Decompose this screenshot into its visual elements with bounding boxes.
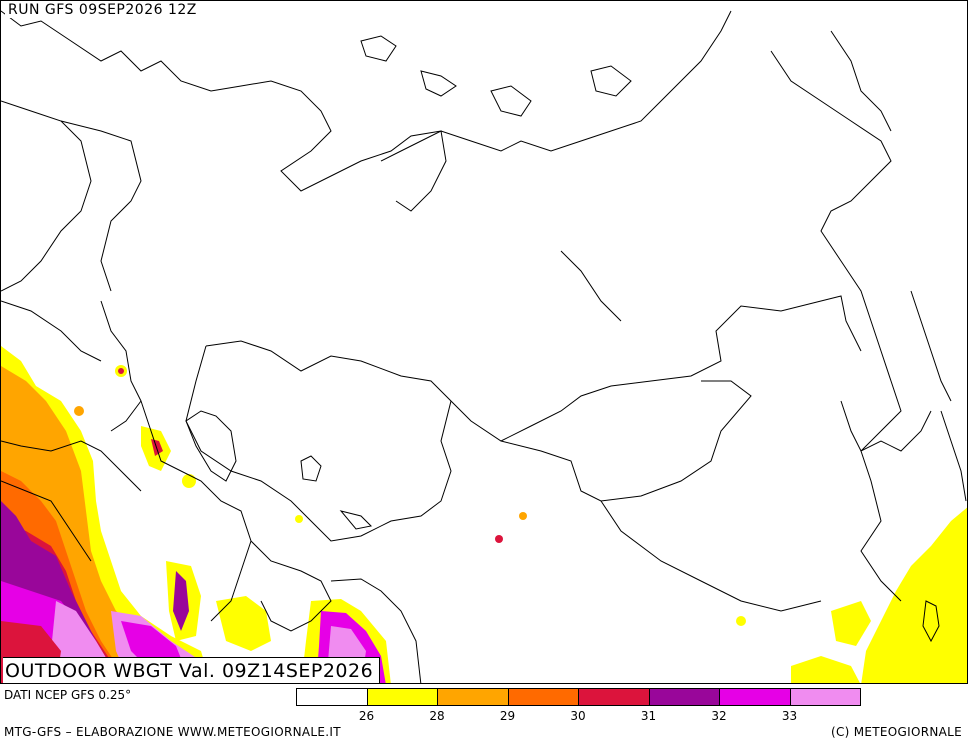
border-europe-1 bbox=[1, 100, 92, 292]
map-area: RUN GFS 09SEP2026 12Z OUTDOOR WBGT Val. … bbox=[0, 0, 968, 684]
border-saudi bbox=[1, 480, 92, 562]
field-dot-1b bbox=[118, 368, 124, 374]
border-turkey bbox=[1, 300, 102, 362]
coastline-pacific bbox=[770, 50, 902, 602]
border-caucasus bbox=[100, 300, 142, 432]
wbgt-fill-central bbox=[74, 365, 746, 683]
run-label: RUN GFS 09SEP2026 12Z bbox=[5, 2, 200, 18]
coast-taiwan bbox=[922, 600, 940, 643]
border-afghan-pak bbox=[250, 540, 332, 632]
coast-sakhalin bbox=[910, 290, 952, 402]
border-china-korea bbox=[840, 400, 932, 452]
coast-caspian bbox=[185, 410, 237, 482]
field-dot-7 bbox=[74, 406, 84, 416]
legend-swatch-3 bbox=[507, 688, 579, 706]
coast-nsiberian bbox=[590, 65, 632, 97]
legend-tick-label: 33 bbox=[781, 709, 798, 723]
border-europe-2 bbox=[60, 120, 142, 292]
field-yellow-east-2 bbox=[831, 601, 871, 646]
legend-swatch-4 bbox=[578, 688, 650, 706]
field-yellow-india bbox=[216, 596, 271, 651]
source-label: DATI NCEP GFS 0.25° bbox=[4, 688, 132, 702]
legend-tick-label: 28 bbox=[429, 709, 445, 723]
legend-swatch-1 bbox=[366, 688, 438, 706]
legend-swatch-7 bbox=[789, 688, 861, 706]
legend-swatch-6 bbox=[719, 688, 791, 706]
border-lines bbox=[1, 10, 967, 683]
coastline-arctic bbox=[1, 10, 732, 192]
coast-balkhash bbox=[339, 510, 373, 530]
wbgt-fill-east bbox=[791, 507, 967, 683]
coast-japan bbox=[940, 410, 967, 502]
color-legend: 26 28 29 30 31 32 33 bbox=[296, 688, 861, 723]
map-title: OUTDOOR WBGT Val. 09Z14SEP2026 bbox=[3, 657, 381, 683]
legend-tick-label: 31 bbox=[640, 709, 657, 723]
coast-severnaya bbox=[490, 85, 532, 117]
wbgt-fill-west bbox=[1, 346, 211, 683]
legend-tick-label: 26 bbox=[358, 709, 375, 723]
coast-kamchatka bbox=[830, 30, 892, 132]
field-dot-5 bbox=[182, 474, 196, 488]
legend-tick-label: 32 bbox=[711, 709, 727, 723]
field-purple-oman bbox=[173, 571, 189, 631]
border-mongolia bbox=[500, 380, 752, 502]
field-dot-4 bbox=[736, 616, 746, 626]
border-arabia bbox=[1, 440, 142, 492]
legend-tick-label: 29 bbox=[499, 709, 516, 723]
footer-left: MTG-GFS – ELABORAZIONE WWW.METEOGIORNALE… bbox=[4, 725, 341, 739]
field-yellow-east bbox=[861, 507, 967, 683]
coast-franz bbox=[420, 70, 457, 97]
field-dot-2 bbox=[519, 512, 527, 520]
legend-tick-label: 30 bbox=[570, 709, 586, 723]
footer-right: (C) METEOGIORNALE bbox=[830, 725, 962, 739]
border-central-asia bbox=[185, 345, 452, 542]
field-yellow-east-3 bbox=[791, 656, 860, 683]
border-iran bbox=[140, 400, 252, 622]
coast-baikal bbox=[560, 250, 622, 322]
border-china-south bbox=[600, 500, 822, 612]
legend-swatch-0 bbox=[296, 688, 368, 706]
weather-map bbox=[1, 10, 967, 683]
coast-svalbard bbox=[360, 35, 397, 62]
coast-novaya bbox=[380, 130, 447, 212]
border-india bbox=[330, 578, 422, 683]
border-kazakh-russia bbox=[205, 295, 862, 442]
legend-swatch-5 bbox=[648, 688, 720, 706]
field-dot-6 bbox=[295, 515, 303, 523]
field-orange-spot bbox=[1, 381, 31, 426]
field-dot-3 bbox=[495, 535, 503, 543]
legend-swatch-2 bbox=[437, 688, 509, 706]
coast-aral bbox=[300, 455, 322, 482]
